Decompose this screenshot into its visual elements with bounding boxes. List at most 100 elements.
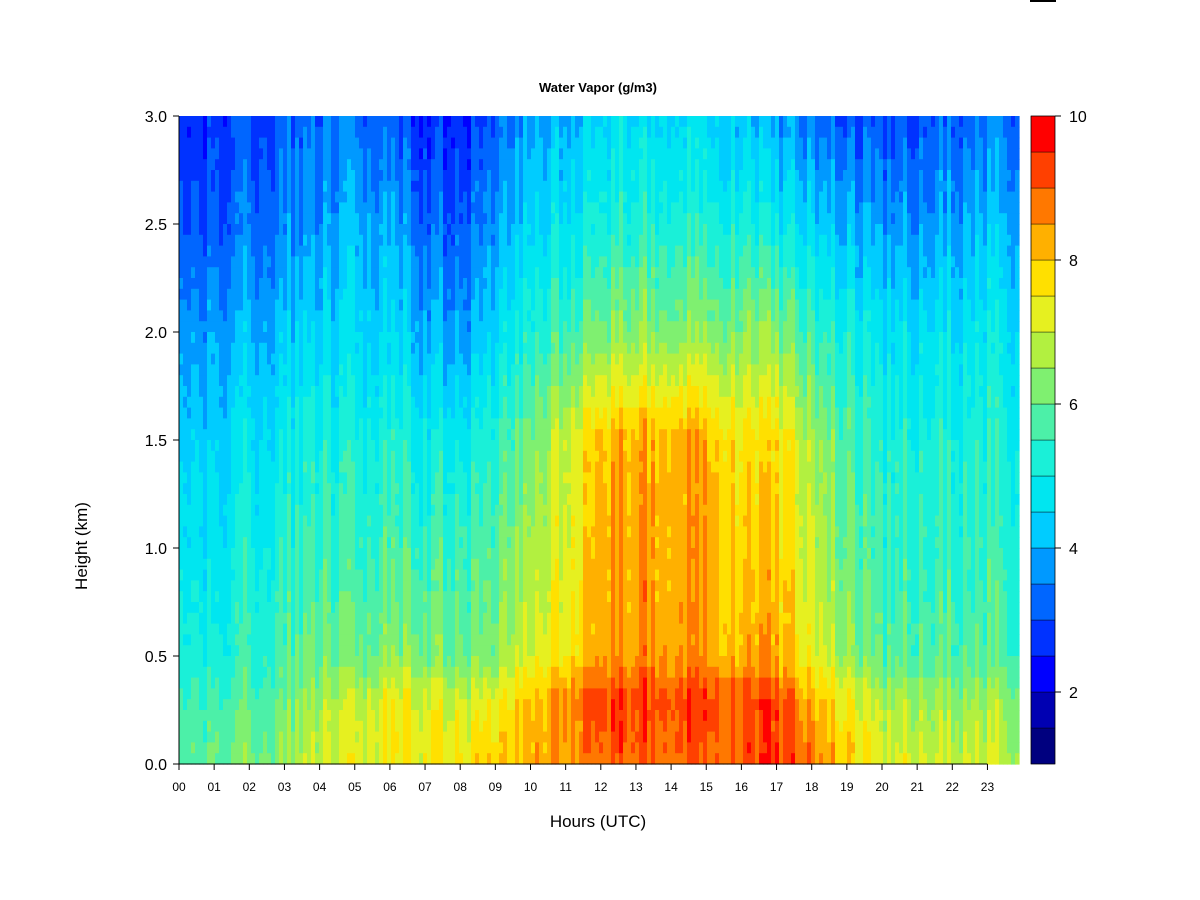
heatmap-cell [371,720,376,733]
heatmap-cell [227,396,232,409]
heatmap-cell [475,623,480,635]
heatmap-cell [419,310,424,322]
heatmap-cell [467,677,472,689]
heatmap-cell [319,321,324,333]
heatmap-cell [207,159,212,171]
heatmap-cell [459,213,464,225]
heatmap-cell [195,645,200,657]
heatmap-cell [431,440,436,452]
heatmap-cell [435,666,440,679]
heatmap-cell [303,612,308,625]
heatmap-cell [491,170,496,182]
heatmap-cell [199,472,204,484]
heatmap-cell [459,548,464,560]
heatmap-cell [311,461,316,473]
heatmap-cell [395,494,400,506]
heatmap-cell [203,386,208,398]
heatmap-cell [499,310,504,322]
heatmap-cell [419,591,424,603]
heatmap-cell [279,450,284,463]
heatmap-cell [499,267,504,279]
heatmap-cell [247,461,252,473]
heatmap-cell [483,623,488,635]
heatmap-cell [511,137,516,149]
heatmap-cell [259,440,264,452]
heatmap-cell [391,429,396,441]
heatmap-cell [407,116,412,128]
heatmap-cell [335,299,340,311]
heatmap-cell [299,245,304,257]
heatmap-cell [235,710,240,722]
heatmap-cell [275,418,280,430]
heatmap-cell [379,126,384,139]
heatmap-cell [479,699,484,711]
heatmap-cell [247,612,252,625]
heatmap-cell [423,526,428,538]
heatmap-cell [499,429,504,441]
heatmap-cell [215,472,220,484]
heatmap-cell [235,699,240,711]
heatmap-cell [411,191,416,203]
heatmap-cell [347,126,352,139]
heatmap-cell [503,310,508,322]
heatmap-cell [411,213,416,225]
heatmap-cell [211,202,216,214]
heatmap-cell [319,494,324,506]
heatmap-cell [379,191,384,203]
heatmap-cell [223,267,228,279]
heatmap-cell [255,191,260,203]
heatmap-cell [199,666,204,679]
heatmap-cell [271,580,276,592]
heatmap-cell [239,731,244,743]
heatmap-cell [283,310,288,322]
heatmap-cell [367,278,372,290]
heatmap-cell [223,634,228,646]
heatmap-cell [191,180,196,193]
heatmap-cell [391,742,396,754]
heatmap-cell [467,396,472,409]
heatmap-cell [403,278,408,290]
heatmap-cell [451,429,456,441]
heatmap-cell [471,710,476,722]
heatmap-cell [215,288,220,301]
heatmap-cell [183,418,188,430]
heatmap-cell [227,742,232,754]
heatmap-cell [267,170,272,182]
heatmap-cell [439,699,444,711]
heatmap-cell [303,386,308,398]
heatmap-cell [443,742,448,754]
heatmap-cell [403,548,408,560]
heatmap-cell [439,353,444,365]
heatmap-cell [387,396,392,409]
heatmap-cell [303,569,308,581]
heatmap-cell [459,396,464,409]
heatmap-cell [303,483,308,495]
heatmap-cell [459,148,464,160]
heatmap-cell [323,126,328,139]
heatmap-cell [363,407,368,419]
heatmap-cell [351,234,356,247]
heatmap-cell [187,591,192,603]
heatmap-cell [511,245,516,257]
heatmap-cell [227,299,232,311]
heatmap-cell [439,137,444,149]
heatmap-cell [379,213,384,225]
heatmap-cell [463,710,468,722]
heatmap-cell [179,472,184,484]
heatmap-cell [495,720,500,733]
heatmap-cell [259,720,264,733]
heatmap-cell [407,353,412,365]
heatmap-cell [331,332,336,344]
heatmap-cell [195,159,200,171]
heatmap-cell [331,213,336,225]
heatmap-cell [279,375,284,387]
heatmap-cell [443,396,448,409]
heatmap-cell [491,537,496,549]
heatmap-cell [351,720,356,733]
heatmap-cell [199,213,204,225]
heatmap-cell [395,386,400,398]
heatmap-cell [359,677,364,689]
heatmap-cell [227,710,232,722]
heatmap-cell [503,407,508,419]
heatmap-cell [451,342,456,355]
